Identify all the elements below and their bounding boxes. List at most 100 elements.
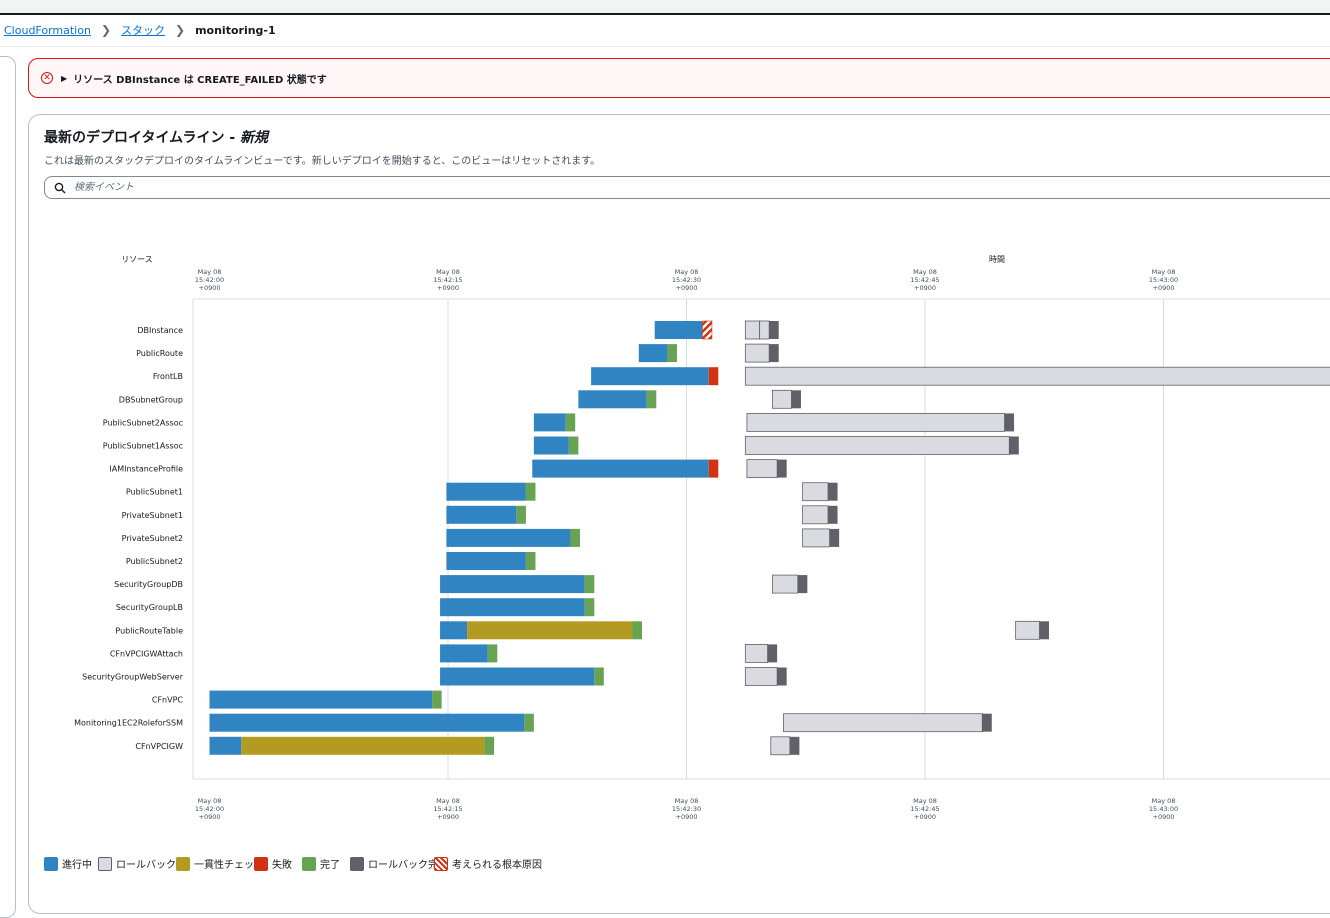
rollback-complete-segment[interactable] — [791, 390, 801, 409]
rollback-segment[interactable] — [771, 389, 792, 409]
complete-segment[interactable] — [525, 482, 536, 501]
rollback-segment[interactable] — [744, 366, 1330, 386]
in-progress-segment[interactable] — [440, 621, 468, 640]
rollback-segment[interactable] — [783, 713, 983, 733]
rollback-complete-segment[interactable] — [982, 713, 992, 732]
complete-segment[interactable] — [632, 621, 642, 640]
in-progress-segment[interactable] — [440, 598, 585, 617]
rollback-segment[interactable] — [746, 459, 778, 479]
in-progress-segment[interactable] — [578, 390, 647, 409]
complete-segment[interactable] — [525, 552, 536, 570]
in-progress-segment[interactable] — [532, 459, 709, 478]
resource-row[interactable] — [440, 667, 787, 686]
complete-segment[interactable] — [594, 667, 604, 686]
rollback-complete-segment[interactable] — [828, 505, 838, 524]
resource-row[interactable] — [654, 320, 779, 340]
complete-segment[interactable] — [570, 528, 580, 547]
complete-segment[interactable] — [667, 344, 677, 363]
resource-row[interactable] — [446, 505, 838, 525]
resource-row[interactable] — [446, 482, 838, 502]
in-progress-segment[interactable] — [533, 413, 566, 432]
complete-segment[interactable] — [568, 436, 579, 455]
complete-segment[interactable] — [487, 644, 498, 663]
resource-row[interactable] — [209, 736, 800, 756]
rollback-complete-segment[interactable] — [829, 528, 840, 547]
rollback-complete-segment[interactable] — [767, 644, 778, 663]
resource-row[interactable] — [209, 690, 442, 709]
search-input[interactable] — [72, 181, 1276, 194]
breadcrumb-link-cloudformation[interactable]: CloudFormation — [4, 23, 91, 37]
rollback-segment[interactable] — [744, 436, 1010, 455]
root-cause-segment[interactable] — [702, 320, 713, 340]
complete-segment[interactable] — [584, 598, 595, 617]
rollback-complete-segment[interactable] — [769, 321, 779, 339]
complete-segment[interactable] — [584, 575, 595, 594]
caret-right-icon[interactable]: ▶ — [61, 73, 68, 83]
resource-row[interactable] — [578, 389, 801, 409]
rollback-complete-segment[interactable] — [789, 736, 800, 755]
rollback-segment[interactable] — [771, 574, 799, 594]
rollback-segment[interactable] — [802, 505, 829, 525]
legend-label: ロールバック — [116, 860, 176, 871]
in-progress-segment[interactable] — [654, 321, 703, 339]
complete-segment[interactable] — [432, 690, 442, 709]
in-progress-segment[interactable] — [209, 736, 242, 755]
rollback-segment[interactable] — [746, 412, 1005, 432]
in-progress-segment[interactable] — [533, 436, 569, 455]
legend-swatch — [350, 856, 364, 871]
resource-row[interactable] — [446, 528, 840, 548]
rollback-complete-segment[interactable] — [777, 667, 787, 686]
error-alert[interactable]: ✕ ▶ リソース DBInstance は CREATE_FAILED 状態です — [28, 58, 1330, 98]
rollback-complete-segment[interactable] — [1004, 413, 1015, 432]
rollback-complete-segment[interactable] — [797, 575, 808, 594]
rollback-complete-segment[interactable] — [1009, 436, 1019, 455]
rollback-segment[interactable] — [802, 482, 829, 502]
failed-segment[interactable] — [708, 459, 719, 478]
in-progress-segment[interactable] — [446, 552, 526, 570]
in-progress-segment[interactable] — [591, 367, 709, 386]
rollback-complete-segment[interactable] — [769, 344, 779, 363]
resource-row[interactable] — [591, 366, 1330, 386]
rollback-segment[interactable] — [802, 528, 831, 548]
complete-segment[interactable] — [646, 390, 657, 409]
rollback-complete-segment[interactable] — [828, 482, 838, 501]
rollback-complete-segment[interactable] — [777, 459, 787, 478]
resource-row[interactable] — [532, 459, 787, 479]
resource-row[interactable] — [533, 436, 1019, 455]
in-progress-segment[interactable] — [209, 690, 433, 709]
resource-row[interactable] — [638, 343, 779, 363]
in-progress-segment[interactable] — [209, 713, 525, 732]
resource-row[interactable] — [440, 574, 808, 594]
in-progress-segment[interactable] — [446, 528, 571, 547]
resource-row[interactable] — [533, 412, 1015, 432]
complete-segment[interactable] — [565, 413, 576, 432]
complete-segment[interactable] — [484, 736, 495, 755]
rollback-segment[interactable] — [744, 667, 778, 686]
complete-segment[interactable] — [524, 713, 534, 732]
rollback-segment[interactable] — [744, 644, 768, 663]
resource-row[interactable] — [440, 620, 1050, 640]
rollback-segment[interactable] — [759, 320, 770, 340]
resource-row[interactable] — [446, 552, 536, 570]
complete-segment[interactable] — [516, 505, 526, 524]
in-progress-segment[interactable] — [440, 575, 585, 594]
resource-label: CFnVPCIGW — [135, 742, 183, 751]
rollback-segment[interactable] — [1015, 620, 1040, 640]
resource-row[interactable] — [209, 713, 992, 733]
resource-row[interactable] — [440, 644, 778, 663]
consistency-check-segment[interactable] — [467, 621, 633, 640]
rollback-segment[interactable] — [744, 343, 770, 363]
rollback-complete-segment[interactable] — [1039, 621, 1050, 640]
in-progress-segment[interactable] — [638, 344, 668, 363]
rollback-segment[interactable] — [770, 736, 791, 756]
search-box[interactable] — [44, 176, 1330, 199]
failed-segment[interactable] — [708, 367, 719, 386]
in-progress-segment[interactable] — [446, 482, 526, 501]
resource-row[interactable] — [440, 598, 595, 617]
in-progress-segment[interactable] — [440, 644, 488, 663]
in-progress-segment[interactable] — [440, 667, 595, 686]
in-progress-segment[interactable] — [446, 505, 517, 524]
consistency-check-segment[interactable] — [241, 736, 485, 755]
breadcrumb-link-stacks[interactable]: スタック — [121, 24, 166, 37]
rollback-segment[interactable] — [744, 320, 761, 340]
